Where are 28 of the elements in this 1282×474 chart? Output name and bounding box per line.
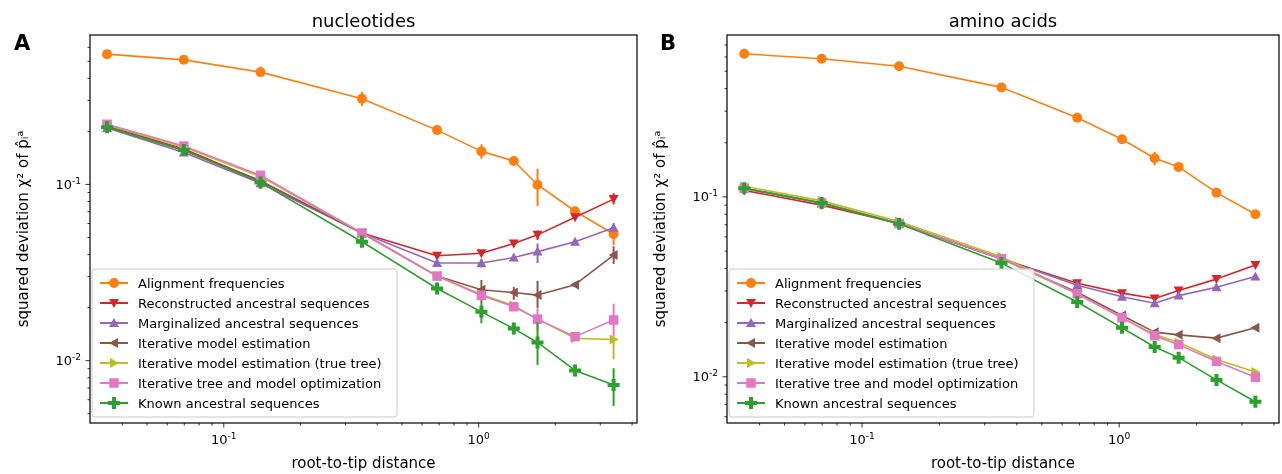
- x-axis-title: root-to-tip distance: [291, 454, 436, 472]
- legend-label: Iterative model estimation: [138, 335, 311, 351]
- chart-title: nucleotides: [311, 10, 416, 31]
- y-axis-title: squared deviation χ² of p̂ᵢᵃ: [651, 130, 669, 328]
- legend-label: Known ancestral sequences: [138, 395, 320, 411]
- legend-label: Marginalized ancestral sequences: [775, 315, 996, 331]
- legend-label: Iterative model estimation (true tree): [775, 355, 1019, 371]
- legend-label: Reconstructed ancestral sequences: [775, 295, 1007, 311]
- x-tick-label: 10$^{-1}$: [849, 430, 875, 447]
- y-tick-label: 10$^{-2}$: [55, 351, 81, 368]
- legend-label: Iterative tree and model optimization: [775, 375, 1019, 391]
- legend-label: Alignment frequencies: [775, 275, 922, 291]
- y-tick-label: 10$^{-2}$: [692, 367, 718, 384]
- legend-label: Iterative model estimation: [775, 335, 948, 351]
- x-tick-label: 10$^{0}$: [467, 430, 491, 447]
- text: B: [660, 31, 677, 55]
- legend-label: Iterative tree and model optimization: [138, 375, 382, 391]
- y-axis-title: squared deviation χ² of p̂ᵢᵃ: [14, 130, 32, 328]
- chart-title: amino acids: [948, 10, 1058, 31]
- x-axis-title: root-to-tip distance: [930, 454, 1076, 472]
- legend-label: Alignment frequencies: [138, 275, 285, 291]
- legend-label: Known ancestral sequences: [775, 395, 957, 411]
- legend-label: Iterative model estimation (true tree): [138, 355, 382, 371]
- x-tick-label: 10$^{-1}$: [210, 430, 237, 447]
- legend-label: Reconstructed ancestral sequences: [138, 295, 370, 311]
- x-tick-label: 10$^{0}$: [1108, 430, 1131, 447]
- legend-label: Marginalized ancestral sequences: [138, 315, 359, 331]
- text: A: [14, 31, 31, 55]
